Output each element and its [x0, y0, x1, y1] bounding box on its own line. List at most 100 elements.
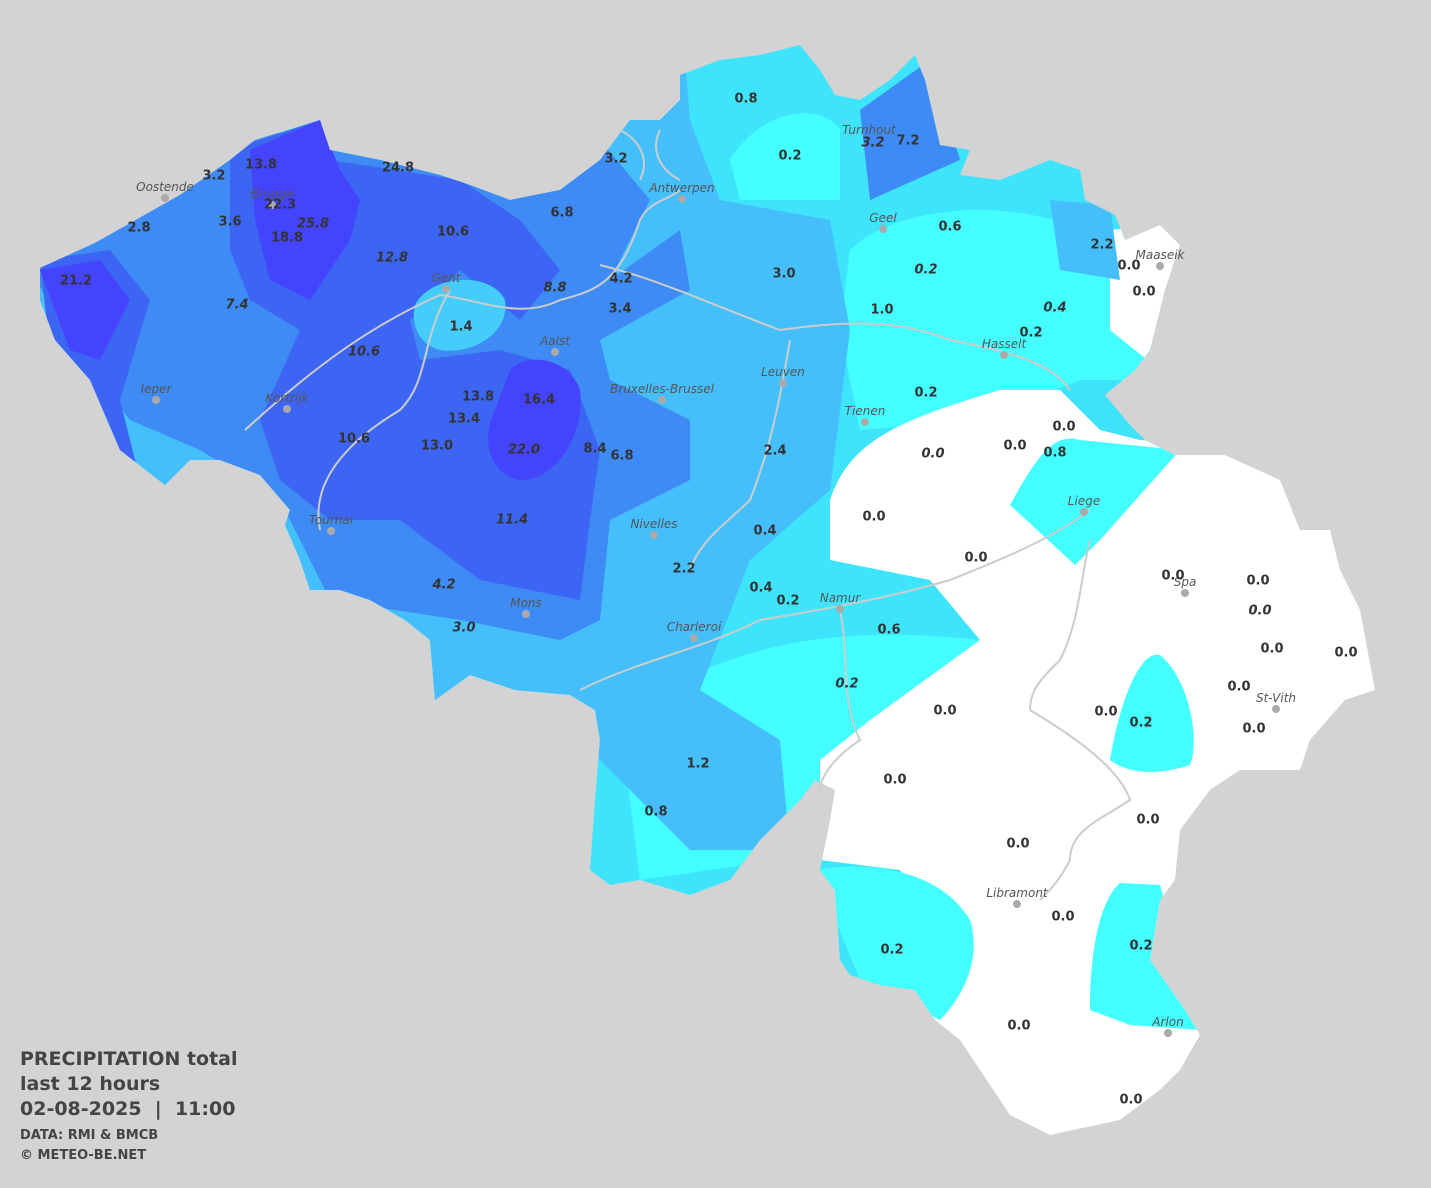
city-label: Tienen — [845, 404, 886, 418]
rivers — [244, 129, 1132, 901]
reading-label: 2.2 — [672, 562, 695, 577]
city-label: Tournai — [309, 513, 354, 527]
reading-label: 3.2 — [202, 169, 225, 184]
river — [599, 264, 1071, 391]
reading-label: 3.2 — [861, 136, 884, 151]
city-dot — [327, 527, 335, 535]
reading-label: 7.2 — [896, 134, 919, 149]
reading-label: 8.4 — [583, 442, 606, 457]
city-label: Liege — [1068, 494, 1100, 508]
reading-label: 8.8 — [543, 281, 566, 296]
city-dot — [161, 194, 169, 202]
reading-label: 0.0 — [1132, 285, 1155, 300]
city-dot — [442, 285, 450, 293]
city-dot — [551, 348, 559, 356]
reading-label: 3.6 — [218, 215, 241, 230]
city-dot — [1000, 351, 1008, 359]
readings: 0.8 0.2 3.2 7.2 3.2 13.8 3.2 24.8 22.325.8 3.6 2.8… — [60, 92, 1358, 1108]
reading-label: 0.0 — [1007, 1019, 1030, 1034]
city-dot — [268, 201, 276, 209]
reading-label: 6.8 — [550, 206, 573, 221]
city-dot — [1164, 1029, 1172, 1037]
city-label: Ieper — [141, 382, 173, 396]
reading-label: 0.0 — [1246, 574, 1269, 589]
city-label: Charleroi — [667, 620, 722, 634]
reading-label: 1.0 — [870, 303, 893, 318]
reading-label: 0.0 — [1006, 837, 1029, 852]
reading-label: 13.4 — [448, 412, 480, 427]
city-label: Libramont — [986, 886, 1049, 900]
reading-label: 0.8 — [1043, 446, 1066, 461]
legend-source: DATA: RMI & BMCB — [20, 1128, 158, 1143]
reading-label: 0.0 — [1094, 705, 1117, 720]
city-dot — [1013, 900, 1021, 908]
city-dot — [522, 610, 530, 618]
reading-label: 0.8 — [734, 92, 757, 107]
reading-label: 0.0 — [1334, 646, 1357, 661]
reading-label: 0.8 — [644, 805, 667, 820]
reading-label: 0.0 — [1260, 642, 1283, 657]
river — [244, 189, 681, 431]
reading-label: 6.8 — [610, 449, 633, 464]
reading-label: 3.0 — [452, 621, 475, 636]
city-label: Antwerpen — [648, 181, 714, 195]
reading-label: 0.6 — [938, 220, 961, 235]
city-label: Nivelles — [630, 517, 677, 531]
river — [619, 129, 681, 181]
city-label: Aalst — [539, 334, 571, 348]
reading-label: 0.6 — [877, 623, 900, 638]
city-dot — [678, 195, 686, 203]
field-patch — [815, 438, 1200, 1030]
city-label: Turnhout — [842, 123, 897, 137]
reading-label: 0.4 — [1043, 301, 1066, 316]
city-label: St-Vith — [1256, 691, 1296, 705]
reading-label: 1.4 — [449, 320, 472, 335]
reading-label: 0.0 — [1051, 910, 1074, 925]
city-dot — [861, 418, 869, 426]
field-deep-blue — [40, 120, 581, 480]
city-dot — [283, 405, 291, 413]
reading-label: 3.4 — [608, 302, 631, 317]
reading-label: 24.8 — [382, 161, 414, 176]
reading-label: 4.2 — [431, 578, 455, 593]
reading-label: 3.2 — [604, 152, 627, 167]
reading-label: 0.0 — [862, 510, 885, 525]
reading-label: 0.0 — [1119, 1093, 1142, 1108]
reading-label: 0.4 — [749, 581, 772, 596]
reading-label: 0.2 — [914, 263, 937, 278]
city-label: Arlon — [1151, 1015, 1183, 1029]
reading-label: 25.8 — [297, 217, 329, 232]
reading-label: 0.0 — [1227, 680, 1250, 695]
reading-label: 0.4 — [753, 524, 776, 539]
reading-label: 0.2 — [1129, 939, 1152, 954]
reading-label: 0.0 — [1003, 439, 1026, 454]
reading-label: 0.0 — [921, 447, 944, 462]
city-dot — [879, 225, 887, 233]
city-dot — [152, 396, 160, 404]
city-dot — [1156, 262, 1164, 270]
reading-label: 0.0 — [883, 773, 906, 788]
cities: Oostende Brugge Antwerpen Turnhout Geel Maase… — [136, 123, 1296, 1037]
river — [819, 609, 862, 791]
reading-label: 0.2 — [880, 943, 903, 958]
river — [579, 509, 1091, 691]
field-dark-blue — [40, 120, 600, 600]
river — [317, 289, 451, 531]
city-dot — [1080, 508, 1088, 516]
reading-label: 0.0 — [1161, 569, 1184, 584]
reading-label: 3.0 — [772, 267, 795, 282]
city-label: Gent — [432, 271, 462, 285]
city-label: Bruxelles-Brussel — [610, 382, 715, 396]
reading-label: 0.0 — [1117, 259, 1140, 274]
reading-label: 11.4 — [496, 513, 528, 528]
reading-label: 22.3 — [264, 198, 296, 213]
reading-label: 12.8 — [376, 251, 408, 266]
city-label: Leuven — [761, 365, 805, 379]
reading-label: 18.8 — [271, 231, 303, 246]
legend-period: last 12 hours — [20, 1073, 160, 1095]
legend-title: PRECIPITATION total — [20, 1048, 238, 1070]
reading-label: 0.0 — [1052, 420, 1075, 435]
reading-label: 13.8 — [462, 390, 494, 405]
reading-label: 0.0 — [964, 551, 987, 566]
